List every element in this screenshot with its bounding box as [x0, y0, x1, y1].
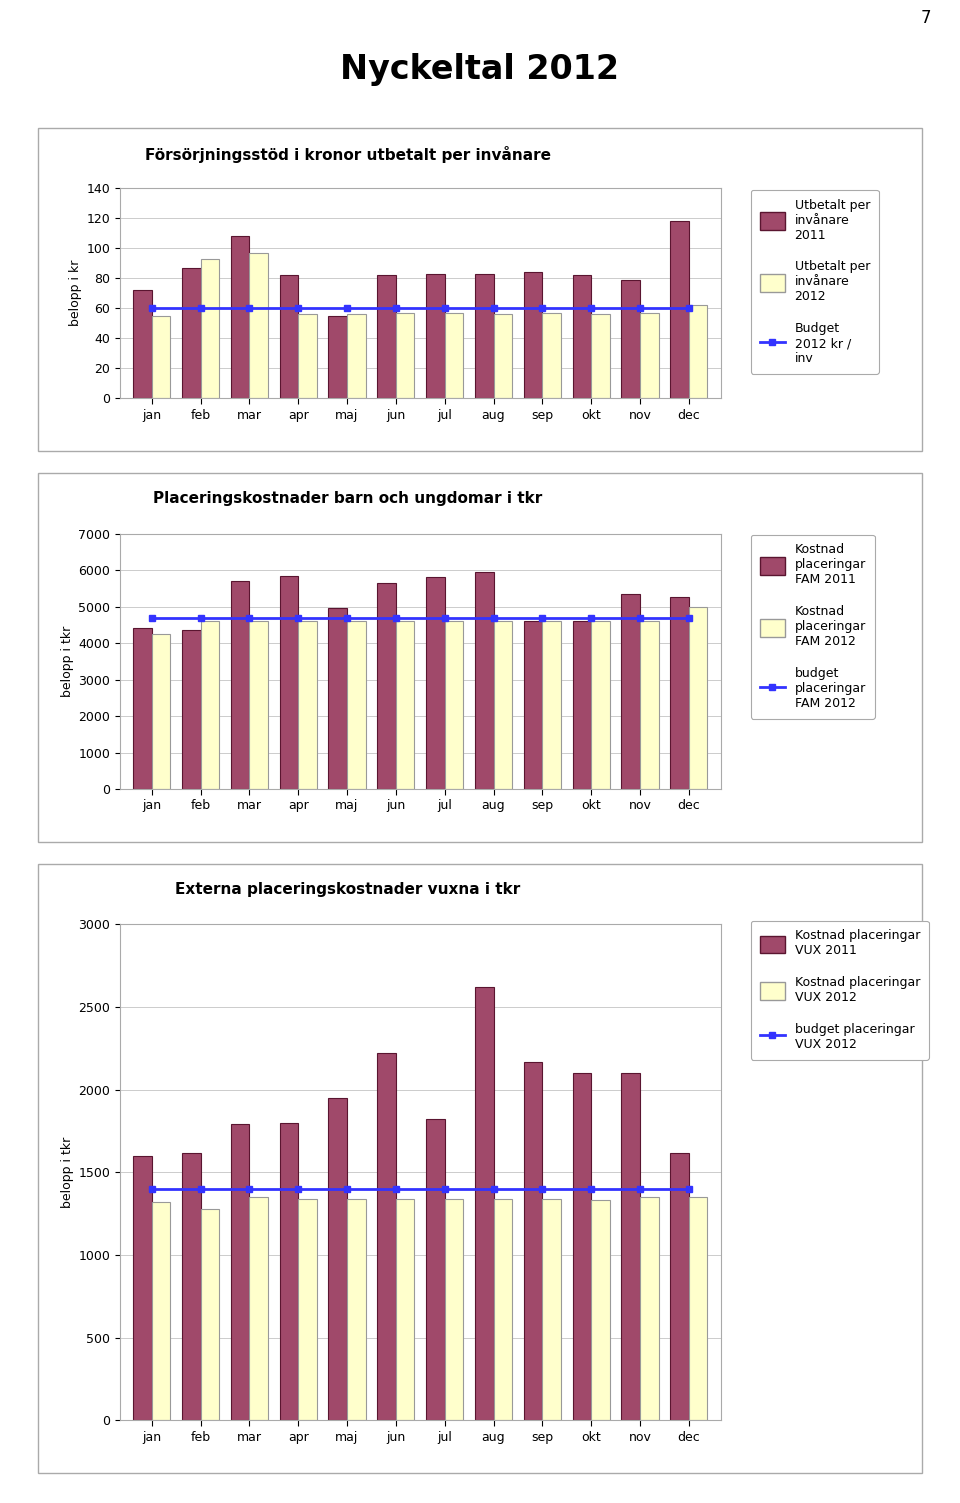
Bar	[426, 1120, 444, 1420]
Text: 7: 7	[921, 9, 931, 27]
Bar	[689, 1196, 708, 1420]
Y-axis label: belopp i tkr: belopp i tkr	[61, 1136, 74, 1208]
Bar	[689, 607, 708, 789]
Bar	[299, 1199, 317, 1420]
Bar	[299, 621, 317, 789]
Bar	[444, 313, 464, 398]
Bar	[572, 275, 591, 398]
Bar	[152, 1202, 170, 1420]
Legend: Kostnad
placeringar
FAM 2011, Kostnad
placeringar
FAM 2012, budget
placeringar
F: Kostnad placeringar FAM 2011, Kostnad pl…	[751, 535, 875, 718]
Text: Försörjningsstöd i kronor utbetalt per invånare: Försörjningsstöd i kronor utbetalt per i…	[145, 146, 550, 162]
Bar	[444, 621, 464, 789]
Bar	[250, 253, 268, 398]
Bar	[591, 314, 610, 398]
Bar	[542, 1199, 561, 1420]
Bar	[279, 1123, 299, 1420]
Bar	[591, 1201, 610, 1420]
Bar	[493, 621, 512, 789]
Bar	[348, 621, 366, 789]
Bar	[328, 1097, 348, 1420]
Bar	[572, 621, 591, 789]
Bar	[493, 1199, 512, 1420]
Bar	[426, 577, 444, 789]
Bar	[250, 621, 268, 789]
Bar	[542, 621, 561, 789]
Bar	[230, 1124, 250, 1420]
Bar	[182, 268, 201, 398]
Bar	[475, 987, 493, 1420]
Y-axis label: belopp i kr: belopp i kr	[69, 260, 83, 326]
Bar	[475, 571, 493, 789]
Bar	[201, 1208, 219, 1420]
Legend: Kostnad placeringar
VUX 2011, Kostnad placeringar
VUX 2012, budget placeringar
V: Kostnad placeringar VUX 2011, Kostnad pl…	[751, 921, 928, 1060]
Bar	[133, 628, 152, 789]
Bar	[201, 259, 219, 398]
Bar	[396, 313, 415, 398]
Bar	[348, 1199, 366, 1420]
Bar	[524, 1061, 542, 1420]
Text: Nyckeltal 2012: Nyckeltal 2012	[341, 53, 619, 86]
Bar	[328, 316, 348, 398]
Bar	[133, 1156, 152, 1420]
Bar	[279, 275, 299, 398]
Bar	[299, 314, 317, 398]
Bar	[182, 1153, 201, 1420]
Bar	[591, 621, 610, 789]
Bar	[670, 597, 689, 789]
Bar	[396, 621, 415, 789]
Bar	[230, 236, 250, 398]
Text: Placeringskostnader barn och ungdomar i tkr: Placeringskostnader barn och ungdomar i …	[153, 491, 542, 507]
Bar	[621, 280, 640, 398]
Bar	[572, 1073, 591, 1420]
Y-axis label: belopp i tkr: belopp i tkr	[61, 625, 74, 697]
Bar	[133, 290, 152, 398]
Bar	[493, 314, 512, 398]
Bar	[279, 576, 299, 789]
Bar	[250, 1196, 268, 1420]
Bar	[377, 275, 396, 398]
Bar	[524, 621, 542, 789]
Bar	[152, 634, 170, 789]
Bar	[201, 621, 219, 789]
Bar	[377, 583, 396, 789]
Bar	[328, 609, 348, 789]
Bar	[426, 274, 444, 398]
Bar	[475, 274, 493, 398]
Bar	[640, 1196, 659, 1420]
Bar	[621, 594, 640, 789]
Bar	[640, 313, 659, 398]
Bar	[670, 221, 689, 398]
Bar	[524, 272, 542, 398]
Bar	[182, 630, 201, 789]
Bar	[348, 314, 366, 398]
Bar	[396, 1199, 415, 1420]
Bar	[542, 313, 561, 398]
Bar	[640, 621, 659, 789]
Bar	[152, 316, 170, 398]
Bar	[377, 1054, 396, 1420]
Bar	[689, 305, 708, 398]
Legend: Utbetalt per
invånare
2011, Utbetalt per
invånare
2012, Budget
2012 kr /
inv: Utbetalt per invånare 2011, Utbetalt per…	[751, 189, 878, 374]
Bar	[230, 582, 250, 789]
Bar	[444, 1199, 464, 1420]
Text: Externa placeringskostnader vuxna i tkr: Externa placeringskostnader vuxna i tkr	[175, 882, 520, 897]
Bar	[621, 1073, 640, 1420]
Bar	[670, 1153, 689, 1420]
